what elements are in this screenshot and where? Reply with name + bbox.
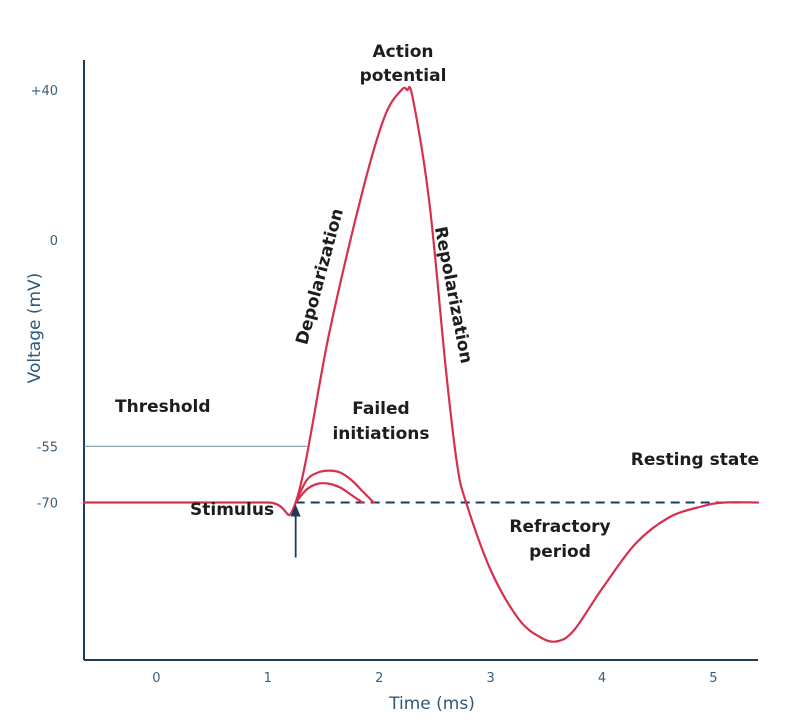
x-tick-label: 5 — [709, 671, 717, 686]
annotation-resting-state: Resting state — [631, 450, 759, 470]
x-tick-label: 4 — [598, 671, 606, 686]
annotation-threshold: Threshold — [115, 397, 211, 417]
series-layer — [82, 86, 760, 643]
annotation-repolarization: Repolarization — [430, 225, 476, 365]
annotation-failed-line2: initiations — [332, 424, 429, 444]
y-tick-labels: +40 0 -55 -70 — [31, 84, 58, 512]
y-tick-label: 0 — [50, 234, 58, 249]
annotation-refractory-line1: Refractory — [509, 517, 610, 537]
stimulus-arrow-head — [290, 504, 301, 517]
annotation-action-potential-line2: potential — [360, 66, 447, 86]
failed-initiation-curve-1 — [294, 469, 375, 504]
x-tick-label: 3 — [486, 671, 494, 686]
annotation-stimulus: Stimulus — [190, 500, 274, 520]
x-tick-label: 2 — [375, 671, 383, 686]
failed-initiation-curve-2 — [294, 482, 364, 504]
x-tick-labels: 0 1 2 3 4 5 — [152, 671, 717, 686]
x-tick-label: 0 — [152, 671, 160, 686]
y-tick-label: -55 — [37, 440, 58, 455]
action-potential-curve — [82, 86, 760, 643]
y-tick-label: +40 — [31, 84, 58, 99]
annotation-depolarization: Depolarization — [292, 206, 348, 347]
x-axis-label: Time (ms) — [388, 694, 475, 714]
annotation-refractory-line2: period — [529, 542, 591, 562]
annotation-failed-line1: Failed — [352, 399, 409, 419]
y-axis-label: Voltage (mV) — [25, 273, 45, 384]
x-tick-label: 1 — [264, 671, 272, 686]
annotation-action-potential-line1: Action — [373, 42, 434, 62]
y-tick-label: -70 — [37, 497, 58, 512]
